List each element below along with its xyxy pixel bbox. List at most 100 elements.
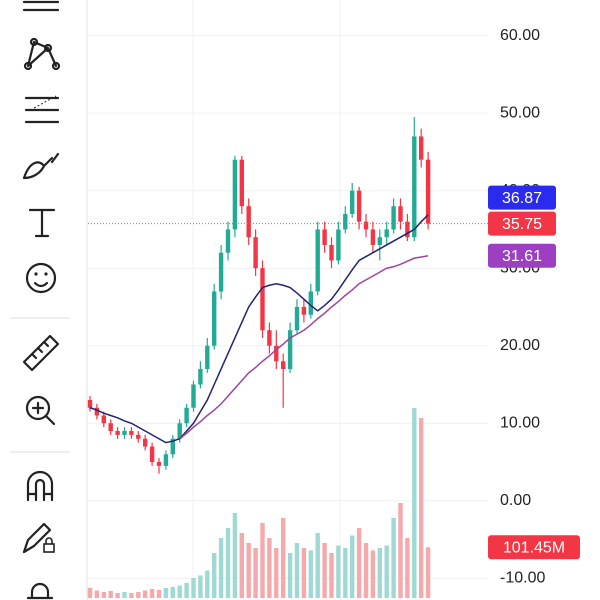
candle-body (170, 438, 175, 455)
y-tick-label: -10.00 (500, 570, 545, 587)
volume-bar (301, 548, 307, 598)
price-tag-label: 31.61 (502, 248, 542, 265)
volume-bar (101, 592, 106, 598)
volume-bar (315, 533, 320, 598)
price-tag (488, 243, 556, 268)
volume-bar (412, 408, 417, 598)
candle-body (301, 306, 307, 315)
toolbar (10, 0, 70, 600)
y-tick-label: 60.00 (500, 27, 540, 44)
candle-body (122, 431, 127, 435)
volume-bar (218, 538, 224, 598)
tool-ruler[interactable] (22, 334, 60, 372)
volume-bar (232, 513, 238, 598)
volume-bar (212, 553, 217, 598)
volume-bar (405, 538, 410, 598)
candle-body (143, 438, 148, 447)
volume-bar (398, 503, 403, 598)
tool-emoji[interactable] (25, 262, 57, 294)
candle-body (205, 345, 210, 369)
volume-bar (239, 533, 244, 598)
volume-bar (156, 590, 162, 598)
volume-bar (115, 593, 120, 598)
volume-bar (191, 578, 196, 598)
candle-body (267, 330, 272, 346)
volume-bar (336, 545, 341, 598)
candle-body (377, 237, 382, 245)
volume-bar (391, 518, 396, 598)
volume-bar (253, 548, 258, 598)
volume-tag (488, 535, 580, 560)
candle-body (198, 368, 203, 385)
tool-lines[interactable] (22, 0, 60, 12)
candle-body (363, 221, 369, 230)
price-tag (488, 185, 556, 210)
candle-body (149, 446, 155, 463)
tool-zoom[interactable] (25, 395, 56, 426)
candle-body (225, 229, 231, 253)
candle-body (156, 462, 162, 466)
candle-body (281, 361, 286, 369)
candle-body (212, 291, 217, 346)
volume-bar (294, 543, 300, 598)
volume-bar (129, 593, 134, 598)
tool-brush[interactable] (22, 152, 60, 180)
candle-body (184, 407, 189, 424)
volume-bar (205, 570, 210, 598)
candle-body (177, 423, 182, 439)
volume-bar (149, 589, 155, 598)
candle-body (356, 190, 362, 222)
volume-bar (87, 588, 93, 598)
moving-average-line (179, 254, 429, 440)
tool-fib[interactable] (24, 95, 60, 124)
y-tick-label: 20.00 (500, 337, 540, 354)
volume-bar (425, 547, 431, 598)
tool-pattern[interactable] (23, 37, 61, 71)
candle-body (419, 136, 424, 160)
candle-body (260, 268, 265, 331)
y-tick-label: 50.00 (500, 104, 540, 121)
volume-bar (94, 590, 100, 598)
candle-body (232, 159, 238, 230)
candle-body (294, 306, 300, 331)
volume-bar (343, 548, 348, 598)
candle-body (129, 431, 134, 435)
candle-body (101, 415, 106, 424)
volume-bar (163, 588, 169, 598)
candle-body (398, 206, 403, 222)
candle-body (246, 206, 251, 238)
volume-bar (170, 587, 175, 598)
volume-bar (363, 543, 369, 598)
volume-bar (419, 418, 424, 598)
candle-body (425, 159, 431, 224)
candle-body (115, 431, 120, 435)
candle-body (87, 400, 93, 408)
volume-bar (377, 548, 382, 598)
candle-body (329, 244, 334, 261)
candle-body (163, 454, 169, 466)
volume-bar (267, 538, 272, 598)
candle-body (343, 213, 348, 230)
price-tag-label: 35.75 (502, 216, 542, 233)
candle-body (191, 384, 196, 408)
candle-body (136, 434, 141, 439)
tool-lock-draw[interactable] (22, 522, 55, 554)
price-tag-label: 36.87 (502, 190, 542, 207)
volume-bar (274, 548, 279, 598)
volume-bar (143, 590, 148, 598)
candle-body (308, 291, 313, 315)
y-tick-label: 10.00 (500, 414, 540, 431)
volume-bar (246, 543, 251, 598)
volume-tag-label: 101.45M (503, 539, 565, 556)
volume-bar (177, 585, 182, 598)
volume-bar (108, 591, 113, 598)
volume-bar (329, 553, 334, 598)
candle-body (253, 237, 258, 269)
tool-lock[interactable] (26, 582, 54, 600)
volume-bar (287, 553, 293, 598)
candle-body (350, 190, 355, 214)
y-tick-label: 0.00 (500, 492, 531, 509)
tool-magnet[interactable] (26, 470, 54, 502)
tool-text[interactable] (28, 208, 56, 238)
